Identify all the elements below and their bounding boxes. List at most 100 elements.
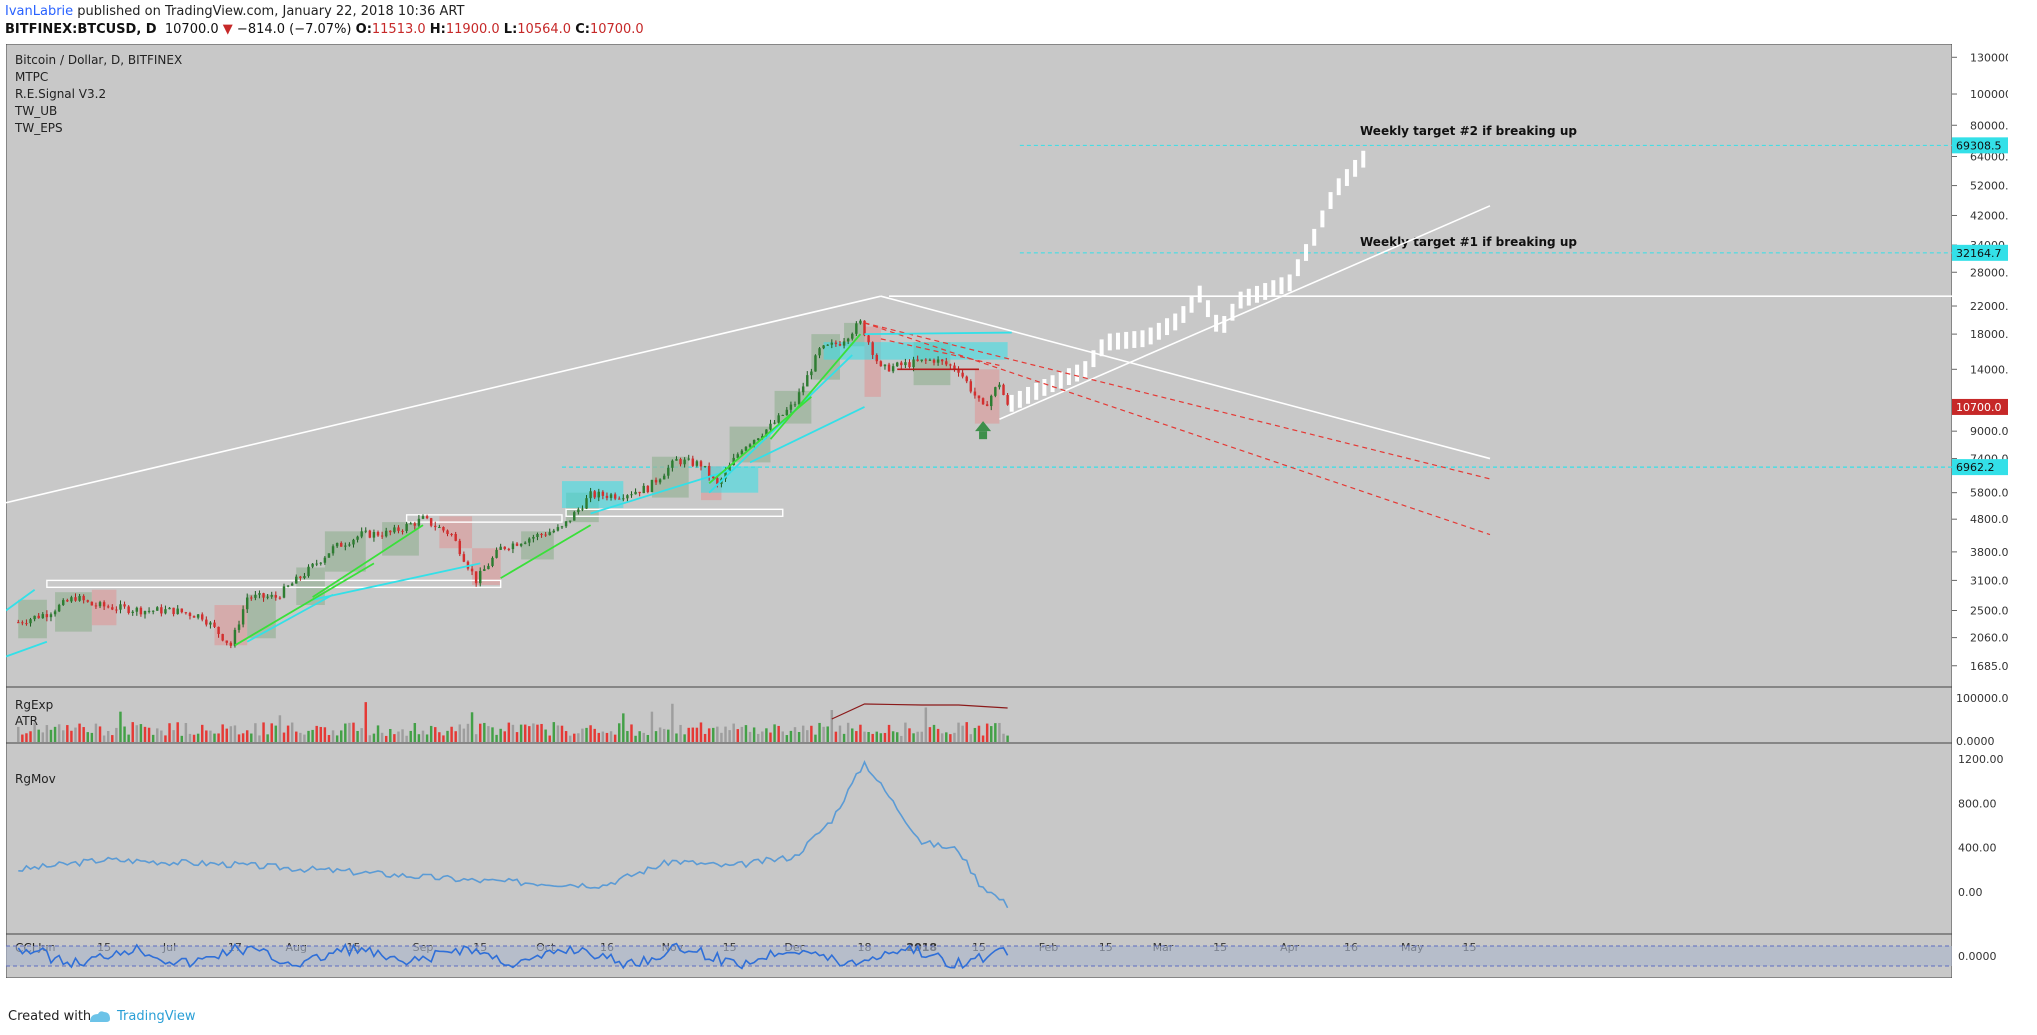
- volume-bar[interactable]: [556, 725, 560, 742]
- volume-bar[interactable]: [307, 730, 310, 742]
- projection-bar[interactable]: [1344, 169, 1349, 186]
- candle-body[interactable]: [409, 523, 412, 525]
- volume-bar[interactable]: [344, 723, 347, 742]
- candle-body[interactable]: [822, 345, 825, 349]
- candle-body[interactable]: [499, 546, 502, 550]
- candle-body[interactable]: [789, 404, 793, 410]
- volume-bar[interactable]: [953, 732, 956, 742]
- volume-bar[interactable]: [630, 724, 633, 742]
- volume-bar[interactable]: [474, 734, 478, 742]
- candle-body[interactable]: [180, 608, 184, 613]
- volume-bar[interactable]: [732, 723, 735, 742]
- projection-bar[interactable]: [1254, 285, 1259, 303]
- author-link[interactable]: IvanLabrie: [5, 4, 74, 19]
- chart-area[interactable]: Bitcoin / Dollar, D, BITFINEX MTPC R.E.S…: [5, 43, 2029, 980]
- volume-bar[interactable]: [990, 726, 993, 742]
- volume-bar[interactable]: [45, 725, 49, 742]
- candle-body[interactable]: [205, 619, 208, 625]
- volume-bar[interactable]: [123, 726, 126, 742]
- volume-bar[interactable]: [221, 724, 224, 742]
- volume-bar[interactable]: [229, 726, 233, 742]
- candle-body[interactable]: [973, 391, 977, 396]
- candle-body[interactable]: [421, 516, 425, 519]
- candle-body[interactable]: [654, 479, 658, 483]
- cyan-arrow[interactable]: [312, 562, 481, 601]
- volume-bar[interactable]: [830, 710, 834, 742]
- candle-body[interactable]: [662, 475, 666, 480]
- volume-bar[interactable]: [487, 726, 490, 742]
- candle-body[interactable]: [188, 613, 192, 617]
- volume-bar[interactable]: [977, 725, 981, 742]
- candle-body[interactable]: [57, 604, 61, 612]
- volume-bar[interactable]: [838, 725, 842, 742]
- candle-body[interactable]: [928, 359, 932, 361]
- volume-bar[interactable]: [217, 733, 220, 742]
- volume-bar[interactable]: [184, 722, 188, 742]
- candle-body[interactable]: [814, 355, 817, 372]
- trend-zone-box[interactable]: [651, 456, 689, 498]
- rgmov-line[interactable]: [18, 759, 1009, 909]
- volume-bar[interactable]: [560, 725, 564, 742]
- candle-body[interactable]: [295, 576, 298, 584]
- cyan-zone-box[interactable]: [561, 481, 624, 508]
- volume-bar[interactable]: [331, 730, 335, 742]
- volume-bar[interactable]: [720, 732, 723, 742]
- candle-body[interactable]: [364, 530, 367, 532]
- price-axis[interactable]: [1952, 44, 2008, 978]
- volume-bar[interactable]: [916, 731, 919, 742]
- volume-bar[interactable]: [940, 733, 944, 742]
- green-trend-segment[interactable]: [312, 524, 424, 598]
- volume-bar[interactable]: [985, 723, 989, 742]
- volume-bar[interactable]: [895, 732, 899, 742]
- volume-bar[interactable]: [478, 723, 482, 742]
- candle-body[interactable]: [679, 459, 682, 465]
- candle-body[interactable]: [507, 548, 511, 550]
- candle-body[interactable]: [994, 387, 997, 396]
- volume-bar[interactable]: [434, 727, 437, 742]
- candle-body[interactable]: [123, 604, 126, 607]
- candle-body[interactable]: [245, 597, 249, 610]
- volume-bar[interactable]: [634, 735, 637, 742]
- volume-bar[interactable]: [278, 715, 282, 742]
- volume-bar[interactable]: [196, 733, 200, 742]
- volume-bar[interactable]: [601, 731, 605, 742]
- volume-bar[interactable]: [454, 731, 457, 742]
- candle-body[interactable]: [957, 369, 960, 373]
- candle-body[interactable]: [90, 601, 94, 606]
- volume-bar[interactable]: [503, 731, 506, 742]
- volume-bar[interactable]: [458, 724, 462, 742]
- volume-bar[interactable]: [683, 734, 686, 742]
- red-dashed-trendline-3[interactable]: [880, 338, 1000, 366]
- projection-bar[interactable]: [1271, 280, 1276, 298]
- candle-body[interactable]: [438, 527, 441, 529]
- volume-bar[interactable]: [675, 733, 678, 742]
- candle-body[interactable]: [278, 597, 282, 599]
- projection-bar[interactable]: [1156, 322, 1161, 340]
- candle-body[interactable]: [196, 614, 200, 618]
- volume-bar[interactable]: [613, 734, 617, 742]
- volume-bar[interactable]: [765, 728, 768, 742]
- candle-body[interactable]: [315, 563, 318, 565]
- candle-body[interactable]: [384, 530, 388, 537]
- volume-bar[interactable]: [797, 732, 801, 742]
- projection-bar[interactable]: [1115, 332, 1120, 350]
- volume-bar[interactable]: [879, 733, 883, 742]
- projection-bar[interactable]: [1328, 192, 1333, 209]
- candle-body[interactable]: [143, 611, 147, 615]
- candle-body[interactable]: [344, 545, 347, 547]
- volume-bar[interactable]: [536, 724, 539, 742]
- volume-bar[interactable]: [855, 731, 858, 742]
- volume-bar[interactable]: [703, 733, 707, 742]
- volume-bar[interactable]: [998, 722, 1001, 742]
- candle-body[interactable]: [985, 404, 989, 407]
- volume-bar[interactable]: [593, 728, 596, 742]
- volume-bar[interactable]: [887, 724, 891, 742]
- candle-body[interactable]: [94, 605, 98, 607]
- candle-body[interactable]: [115, 609, 118, 611]
- candle-body[interactable]: [483, 569, 486, 571]
- projection-bar[interactable]: [1066, 368, 1071, 386]
- candle-body[interactable]: [303, 576, 306, 579]
- volume-bar[interactable]: [920, 731, 923, 742]
- candle-body[interactable]: [912, 359, 915, 368]
- candle-body[interactable]: [425, 516, 429, 519]
